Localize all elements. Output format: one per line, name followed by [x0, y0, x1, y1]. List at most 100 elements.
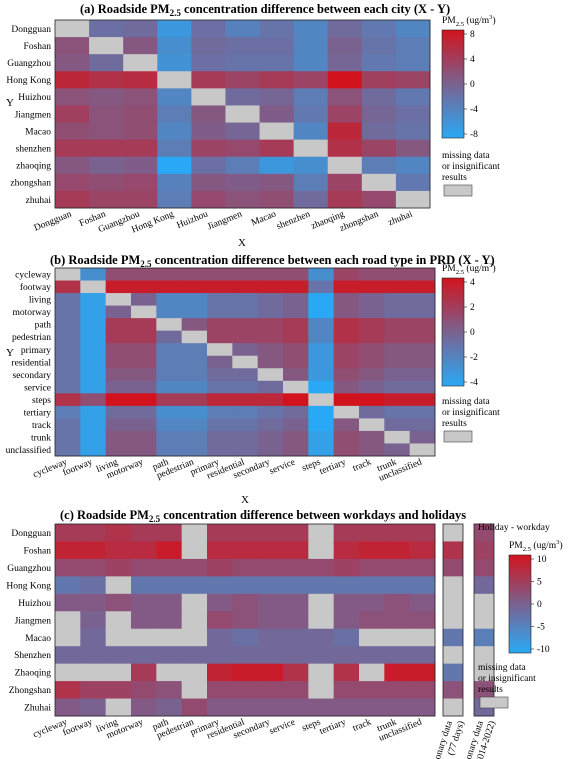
- panel-b-cell: [105, 355, 132, 369]
- panel-c-cell: [384, 558, 411, 577]
- panel-b-cell: [409, 405, 436, 419]
- panel-c-y-tick-label: Zhongshan: [9, 686, 51, 696]
- panel-c-cell: [409, 611, 436, 630]
- panel-a-cell: [293, 20, 329, 38]
- panel-b-cell: [283, 393, 309, 407]
- stationary-2014-2022-column-cell: [474, 576, 494, 595]
- panel-b-cell: [283, 318, 309, 332]
- panel-c-colorbar-header: Holiday - workday: [478, 523, 550, 533]
- panel-b-cell: [359, 268, 385, 281]
- panel-b-cell: [156, 318, 183, 332]
- panel-a-cell: [157, 105, 192, 123]
- panel-a-cell: [55, 139, 90, 158]
- panel-b-colorbar-tick-label: -2: [470, 353, 478, 363]
- panel-c-cell: [283, 524, 309, 542]
- panel-b-cell: [283, 443, 309, 457]
- panel-c-cell: [207, 681, 233, 699]
- stationary-2014-2022-column-cell: [474, 541, 494, 560]
- panel-b-cell: [257, 443, 284, 457]
- panel-a-colorbar-tick-label: 4: [470, 55, 475, 65]
- panel-c-cell: [308, 593, 335, 612]
- panel-c-cell: [207, 576, 233, 595]
- panel-a-cell: [293, 156, 329, 175]
- panel-c-cell: [283, 611, 309, 630]
- panel-b-cell: [55, 305, 81, 319]
- panel-a-cell: [259, 20, 295, 38]
- panel-c-y-tick-label: Zhuhai: [24, 704, 51, 714]
- panel-b-missing-legend-swatch: [443, 430, 473, 443]
- panel-b-cell: [359, 305, 385, 319]
- panel-b-cell: [308, 318, 335, 332]
- panel-b-cell: [207, 343, 233, 357]
- panel-b-cell: [409, 355, 436, 369]
- panel-c-cell: [207, 524, 233, 542]
- panel-b-cell: [156, 268, 183, 281]
- panel-c-cell: [80, 681, 107, 699]
- panel-a-cell: [395, 54, 431, 72]
- panel-a-cell: [89, 37, 124, 55]
- panel-b-cell: [207, 318, 233, 332]
- panel-c-cell: [333, 524, 360, 542]
- panel-c-cell: [80, 646, 107, 665]
- panel-b-cell: [257, 368, 284, 382]
- panel-c-cell: [55, 576, 81, 595]
- panel-c-x-tick-label: service: [268, 718, 297, 737]
- panel-a-y-tick-label: shenzhen: [16, 144, 52, 154]
- panel-a-colorbar: [441, 29, 465, 139]
- panel-b-cell: [409, 393, 436, 407]
- panel-b-cell: [207, 405, 233, 419]
- panel-b-cell: [308, 430, 335, 444]
- panel-c-cell: [409, 541, 436, 560]
- panel-c-cell: [207, 611, 233, 630]
- panel-a-colorbar-tick-label: -8: [470, 130, 478, 140]
- panel-b-cell: [55, 393, 81, 407]
- stationary-77-days-column-cell: [443, 646, 463, 665]
- panel-a-cell: [123, 122, 158, 141]
- panel-c-colorbar-tick-label: 5: [537, 578, 542, 588]
- panel-a-cell: [191, 71, 226, 89]
- panel-a-cell: [327, 139, 363, 158]
- panel-a-cell: [361, 122, 397, 141]
- panel-a-cell: [89, 173, 124, 192]
- panel-a-cell: [361, 190, 397, 209]
- panel-b-x-tick-label: track: [351, 457, 373, 473]
- panel-c-cell: [257, 628, 284, 647]
- panel-c-cell: [333, 611, 360, 630]
- panel-b-colorbar-tick-label: 2: [470, 303, 475, 313]
- panel-b-cell: [359, 405, 385, 419]
- panel-c-cell: [207, 646, 233, 665]
- panel-b-cell: [359, 380, 385, 394]
- panel-b-y-tick-label: track: [32, 421, 51, 431]
- panel-a-colorbar-tick-label: -4: [470, 105, 478, 115]
- panel-b-cell: [308, 330, 335, 344]
- panel-b-cell: [55, 293, 81, 306]
- panel-b-cell: [308, 380, 335, 394]
- panel-c-cell: [181, 663, 208, 682]
- panel-b-cell: [384, 443, 411, 457]
- panel-b-y-tick-label: footway: [20, 282, 51, 293]
- panel-b-cell: [232, 368, 259, 382]
- panel-b-cell: [257, 318, 284, 332]
- panel-b-cell: [308, 293, 335, 306]
- panel-b-cell: [131, 318, 157, 332]
- panel-c-cell: [257, 558, 284, 577]
- panel-b-cell: [283, 368, 309, 382]
- panel-a-cell: [225, 71, 260, 89]
- panel-c-cell: [232, 611, 259, 630]
- panel-a-cell: [327, 156, 363, 175]
- panel-c-cell: [55, 663, 81, 682]
- panel-b-cell: [156, 443, 183, 457]
- panel-c-cell: [359, 611, 385, 630]
- panel-c-cell: [55, 698, 81, 717]
- panel-a-cell: [395, 37, 431, 55]
- panel-a-cell: [293, 88, 329, 106]
- panel-c-cell: [257, 541, 284, 560]
- panel-c-cell: [55, 558, 81, 577]
- panel-a-cell: [395, 190, 431, 209]
- panel-c-cell: [105, 558, 132, 577]
- panel-b-cell: [55, 430, 81, 444]
- panel-c-y-tick-label: Hong Kong: [6, 581, 51, 591]
- panel-c-cell: [105, 628, 132, 647]
- panel-a-cell: [191, 54, 226, 72]
- panel-b-cell: [80, 293, 107, 306]
